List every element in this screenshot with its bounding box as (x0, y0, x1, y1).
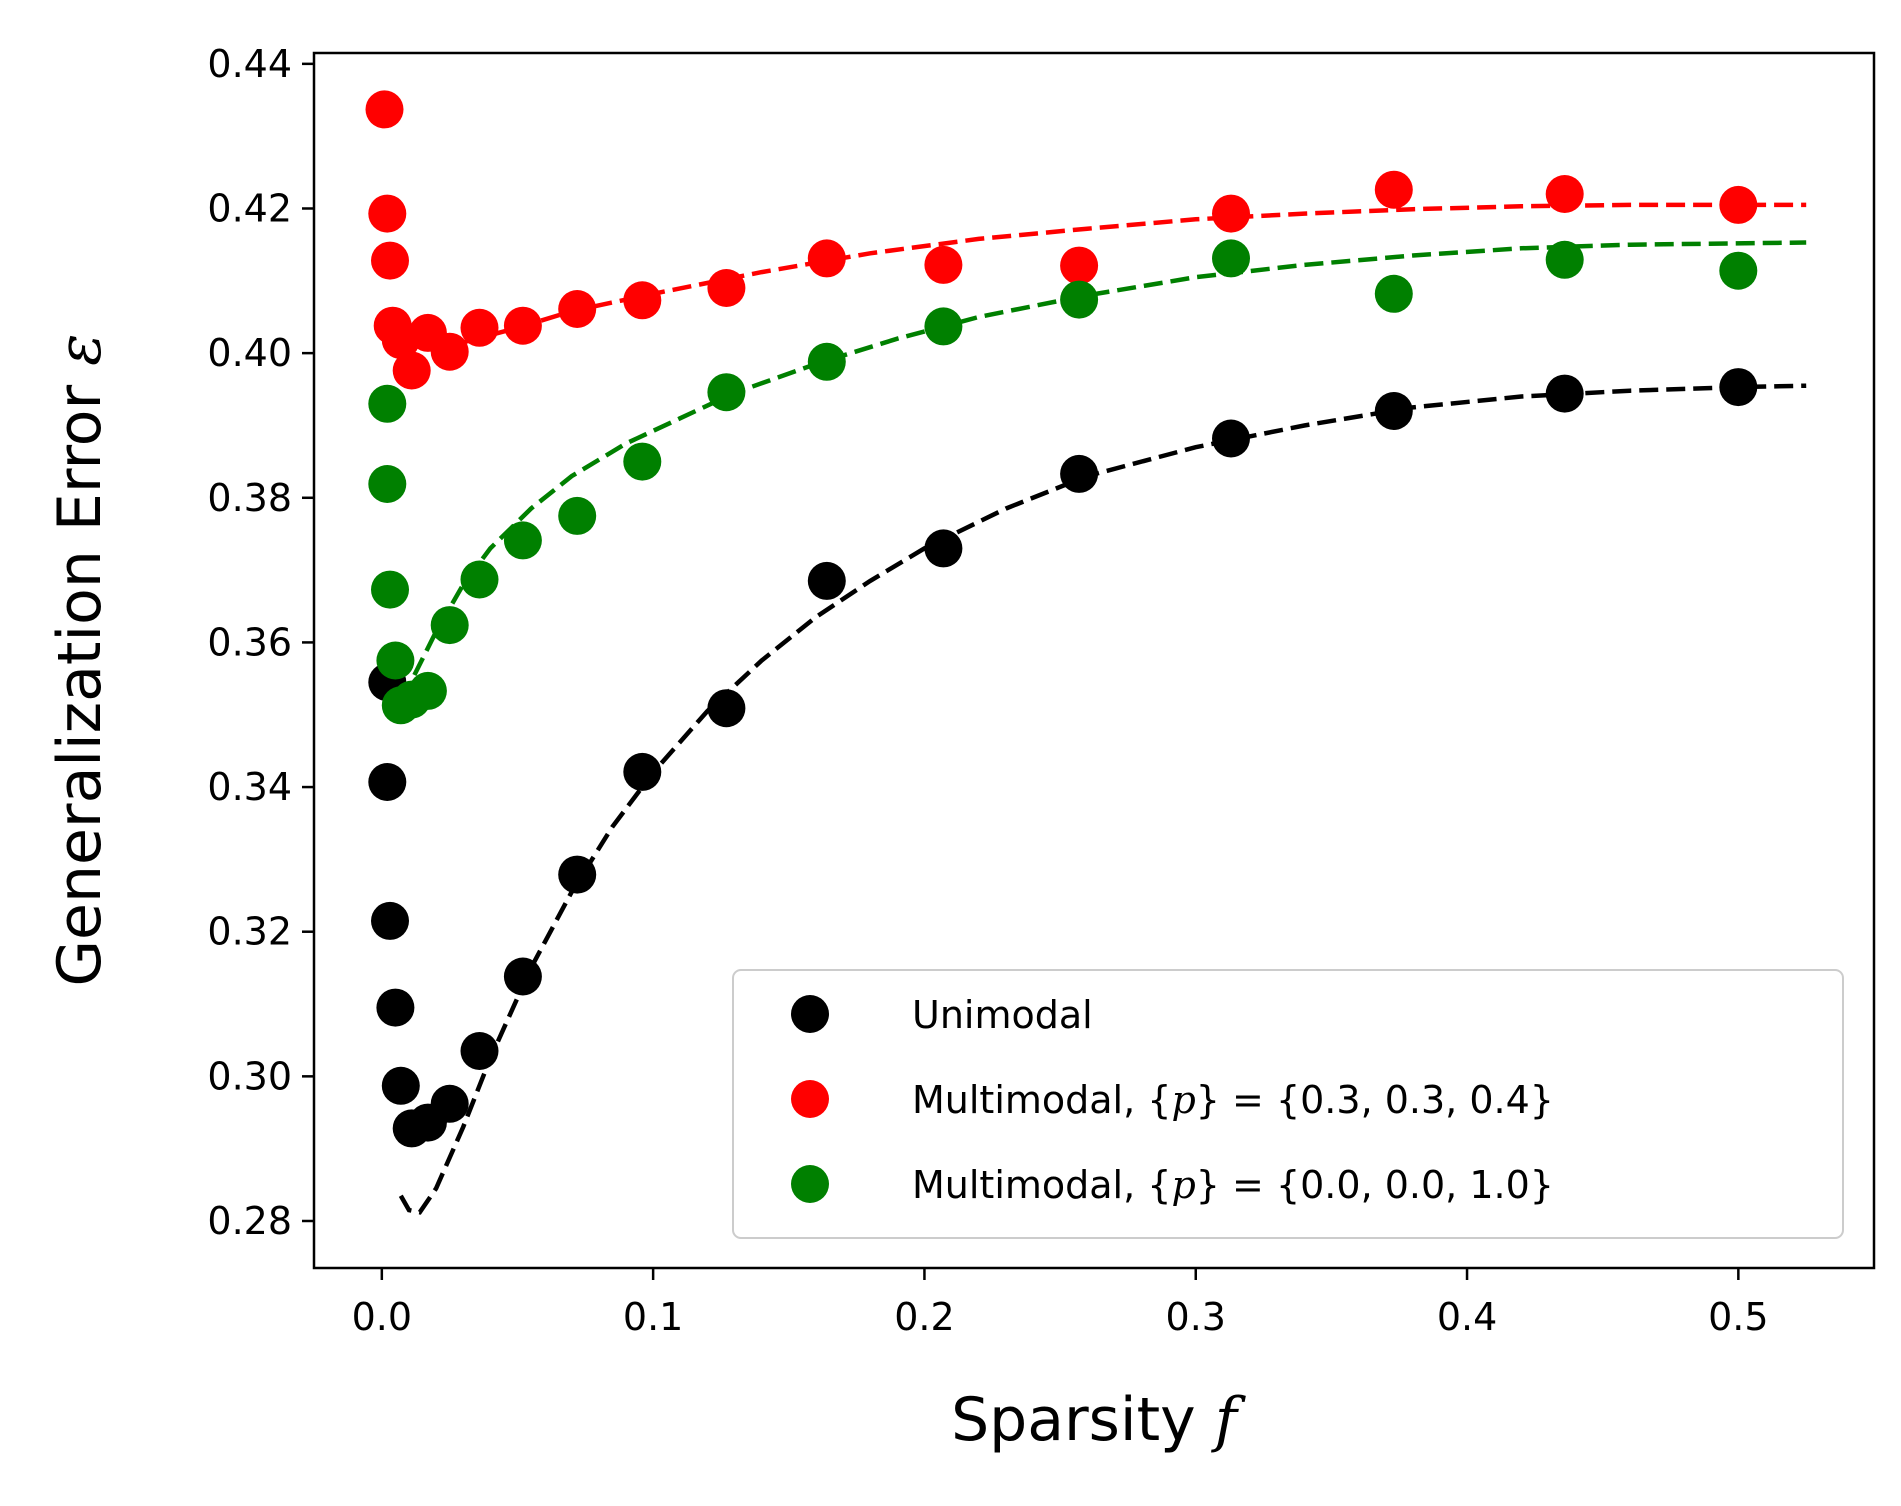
data-point-0-1 (368, 763, 407, 801)
data-point-0-9 (503, 957, 542, 996)
data-point-1-9 (503, 306, 542, 345)
data-point-0-12 (707, 689, 746, 728)
data-point-2-10 (558, 496, 597, 535)
y-tick-label: 0.36 (207, 620, 292, 664)
data-point-1-15 (1060, 246, 1099, 285)
data-point-1-10 (558, 290, 597, 328)
data-point-0-18 (1545, 374, 1584, 413)
y-tick-label: 0.30 (207, 1054, 292, 1098)
fit-curve-1 (462, 202, 1807, 345)
legend-label-1: Multimodal, {p} = {0.3, 0.3, 0.4} (912, 1078, 1554, 1122)
data-point-1-13 (807, 239, 846, 278)
data-point-2-9 (503, 521, 542, 560)
y-tick-label: 0.40 (207, 331, 292, 375)
data-point-0-13 (807, 561, 846, 600)
data-point-0-4 (381, 1066, 420, 1105)
data-point-0-19 (1719, 368, 1758, 407)
data-point-0-14 (924, 529, 963, 568)
data-point-0-3 (376, 988, 415, 1027)
data-point-1-17 (1374, 170, 1413, 209)
data-point-1-14 (924, 245, 963, 284)
data-point-1-8 (460, 308, 499, 347)
x-tick-label: 0.0 (352, 1295, 412, 1339)
data-point-2-8 (460, 560, 499, 599)
x-tick-label: 0.1 (623, 1295, 683, 1339)
data-point-2-0 (368, 384, 407, 423)
data-point-2-7 (430, 606, 469, 645)
data-point-2-2 (371, 570, 409, 609)
data-point-1-18 (1545, 175, 1584, 213)
fit-curve-0 (398, 383, 1807, 1215)
data-point-0-16 (1212, 419, 1250, 458)
y-tick-label: 0.42 (207, 186, 292, 230)
legend-marker-2 (791, 1165, 829, 1203)
data-point-1-16 (1212, 194, 1250, 233)
y-tick-label: 0.28 (207, 1199, 292, 1243)
legend: Unimodal Multimodal, {p} = {0.3, 0.3, 0.4… (732, 969, 1844, 1239)
y-axis: 0.28 0.30 0.32 0.34 0.36 0.38 0.40 0.42 0.44 (207, 42, 314, 1243)
data-point-2-6 (408, 671, 447, 710)
data-point-0-17 (1374, 392, 1413, 430)
data-point-1-11 (623, 281, 662, 320)
data-point-1-12 (707, 269, 746, 307)
legend-label-2: Multimodal, {p} = {0.0, 0.0, 1.0} (912, 1163, 1554, 1207)
x-tick-label: 0.5 (1708, 1295, 1768, 1339)
data-point-0-8 (460, 1032, 499, 1070)
data-point-0-10 (558, 855, 597, 894)
plot-area (365, 90, 1807, 1215)
data-point-2-16 (1212, 239, 1250, 278)
y-tick-label: 0.34 (207, 765, 292, 809)
data-point-1-19 (1719, 185, 1758, 224)
legend-marker-1 (791, 1080, 829, 1118)
legend-label-0: Unimodal (912, 993, 1093, 1037)
data-point-1-5 (392, 351, 431, 390)
data-point-2-3 (376, 641, 415, 680)
data-point-2-12 (707, 373, 746, 412)
data-point-2-13 (807, 342, 846, 381)
x-tick-label: 0.4 (1437, 1295, 1497, 1339)
data-point-0-11 (623, 752, 662, 791)
data-point-0-2 (371, 901, 409, 940)
data-point-1-2 (371, 241, 409, 280)
data-point-1-7 (430, 332, 469, 371)
data-point-2-14 (924, 307, 963, 346)
data-point-2-1 (368, 465, 407, 503)
data-point-2-15 (1060, 280, 1099, 319)
y-axis-title: Generalization Error ε (45, 334, 115, 987)
y-tick-label: 0.32 (207, 910, 292, 954)
data-point-2-17 (1374, 274, 1413, 313)
data-point-0-7 (430, 1084, 469, 1123)
data-point-2-19 (1719, 251, 1758, 290)
y-tick-label: 0.44 (207, 42, 292, 86)
data-point-1-1 (368, 194, 407, 233)
fit-curve-2 (412, 240, 1807, 677)
x-tick-label: 0.3 (1166, 1295, 1226, 1339)
x-tick-label: 0.2 (894, 1295, 954, 1339)
y-tick-label: 0.38 (207, 476, 292, 520)
legend-box (732, 969, 1844, 1239)
x-axis: 0.0 0.1 0.2 0.3 0.4 0.5 (352, 1268, 1769, 1339)
data-point-0-15 (1060, 454, 1099, 493)
data-point-2-11 (623, 442, 662, 481)
x-axis-title: Sparsity f (951, 1385, 1247, 1455)
legend-marker-0 (791, 995, 829, 1033)
data-point-2-18 (1545, 240, 1584, 279)
axes-frame (312, 51, 1876, 1270)
data-point-1-0 (365, 90, 404, 129)
